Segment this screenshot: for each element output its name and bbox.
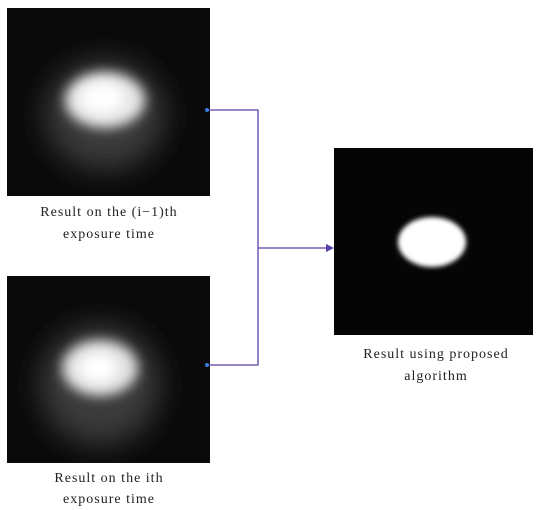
caption: exposure time bbox=[63, 492, 155, 507]
diagram: Result on the (i−1)th exposure time Resu… bbox=[0, 0, 537, 510]
input-image bbox=[7, 276, 210, 463]
caption: Result using proposed bbox=[363, 347, 508, 362]
connector-dot bbox=[205, 363, 209, 367]
caption: exposure time bbox=[63, 227, 155, 242]
input-image bbox=[7, 8, 210, 196]
connector bbox=[207, 110, 328, 365]
caption: Result on the (i−1)th bbox=[40, 205, 177, 220]
caption: algorithm bbox=[404, 369, 467, 384]
caption: Result on the ith bbox=[54, 471, 163, 486]
arrowhead bbox=[326, 244, 334, 252]
output-image bbox=[334, 148, 533, 335]
connector-dot bbox=[205, 108, 209, 112]
